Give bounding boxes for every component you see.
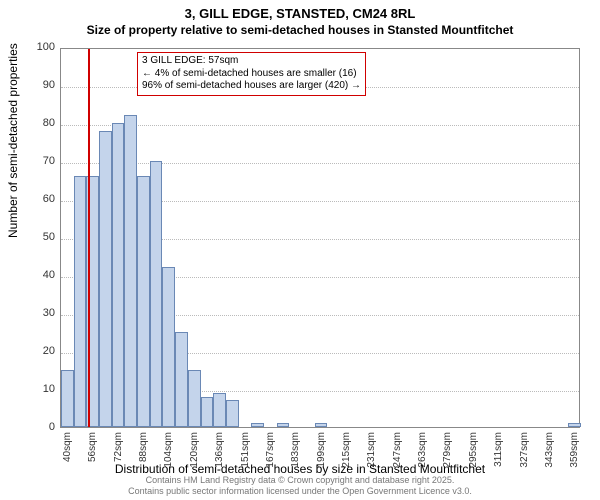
chart-title-line1: 3, GILL EDGE, STANSTED, CM24 8RL [0, 0, 600, 21]
histogram-bar [277, 423, 290, 427]
annotation-line3: 96% of semi-detached houses are larger (… [142, 80, 361, 93]
chart-container: 3, GILL EDGE, STANSTED, CM24 8RL Size of… [0, 0, 600, 500]
histogram-bar [213, 393, 226, 427]
histogram-bar [175, 332, 188, 427]
annotation-line2: ← 4% of semi-detached houses are smaller… [142, 68, 361, 81]
annotation-line1: 3 GILL EDGE: 57sqm [142, 55, 361, 68]
y-tick-label: 0 [15, 421, 55, 433]
histogram-bar [74, 176, 87, 427]
histogram-bar [137, 176, 150, 427]
footer-line1: Contains HM Land Registry data © Crown c… [0, 475, 600, 486]
histogram-bar [188, 370, 201, 427]
histogram-bar [124, 115, 137, 427]
y-tick-label: 70 [15, 155, 55, 167]
y-tick-label: 10 [15, 383, 55, 395]
histogram-bar [315, 423, 328, 427]
y-tick-label: 100 [15, 41, 55, 53]
y-tick-label: 60 [15, 193, 55, 205]
histogram-bar [162, 267, 175, 427]
y-tick-label: 80 [15, 117, 55, 129]
histogram-bar [112, 123, 125, 427]
plot-area: 3 GILL EDGE: 57sqm ← 4% of semi-detached… [60, 48, 580, 428]
histogram-bar [150, 161, 163, 427]
property-marker-line [88, 49, 90, 427]
histogram-bar [568, 423, 581, 427]
histogram-bar [201, 397, 214, 427]
bars-group [61, 49, 579, 427]
y-tick-label: 50 [15, 231, 55, 243]
footer-line2: Contains public sector information licen… [0, 486, 600, 497]
y-axis-label: Number of semi-detached properties [6, 43, 20, 238]
y-tick-label: 30 [15, 307, 55, 319]
y-tick-label: 20 [15, 345, 55, 357]
footer-attribution: Contains HM Land Registry data © Crown c… [0, 475, 600, 500]
histogram-bar [61, 370, 74, 427]
histogram-bar [251, 423, 264, 427]
y-tick-label: 90 [15, 79, 55, 91]
histogram-bar [226, 400, 239, 427]
x-axis-label: Distribution of semi-detached houses by … [0, 462, 600, 476]
chart-title-line2: Size of property relative to semi-detach… [0, 21, 600, 37]
annotation-box: 3 GILL EDGE: 57sqm ← 4% of semi-detached… [137, 52, 366, 96]
histogram-bar [99, 131, 112, 427]
y-tick-label: 40 [15, 269, 55, 281]
